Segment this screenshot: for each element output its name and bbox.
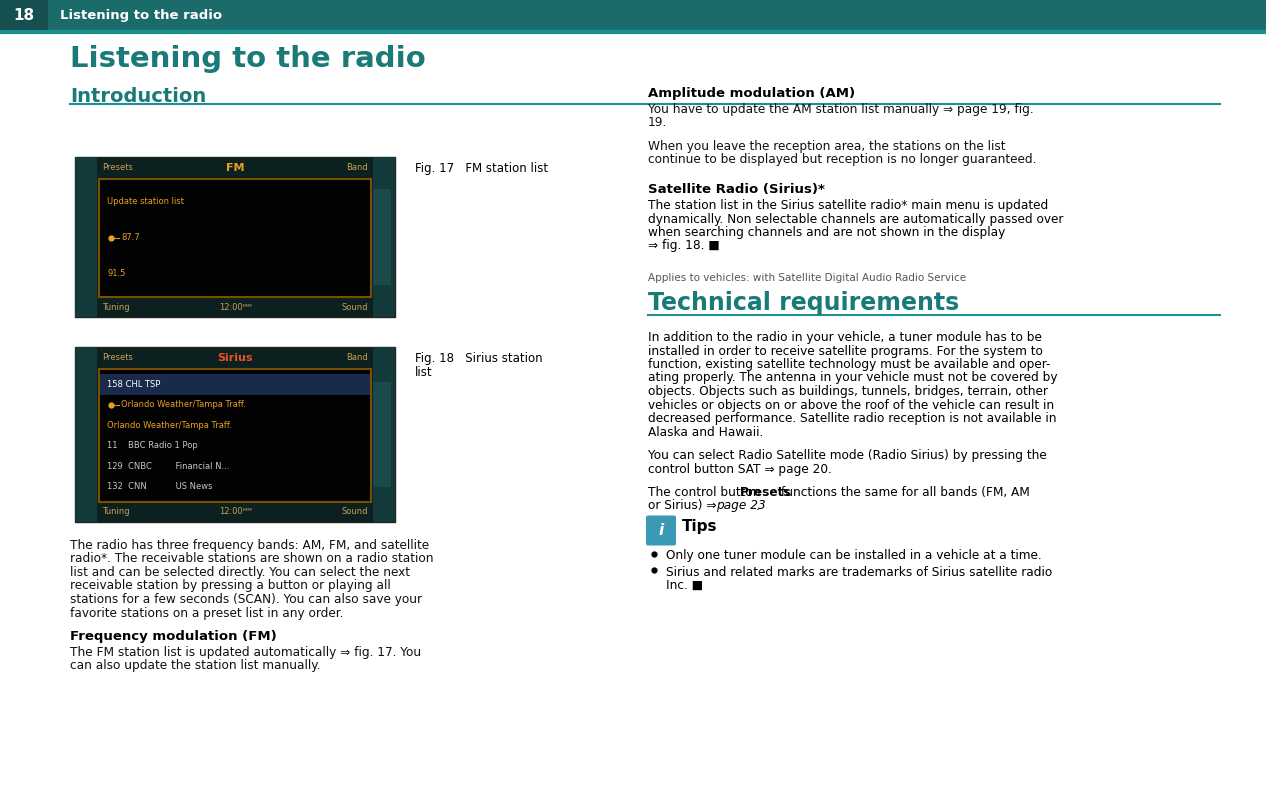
Text: when searching channels and are not shown in the display: when searching channels and are not show… <box>648 226 1005 239</box>
Text: dynamically. Non selectable channels are automatically passed over: dynamically. Non selectable channels are… <box>648 212 1063 225</box>
Text: 18: 18 <box>14 7 34 23</box>
Text: The FM station list is updated automatically ⇒ fig. 17. You: The FM station list is updated automatic… <box>70 646 422 659</box>
Bar <box>75 347 97 522</box>
Text: ⇒ fig. 18. ■: ⇒ fig. 18. ■ <box>648 240 720 253</box>
Text: Introduction: Introduction <box>70 87 206 106</box>
Text: Sirius: Sirius <box>218 353 253 363</box>
Text: Listening to the radio: Listening to the radio <box>70 45 425 73</box>
Text: Alaska and Hawaii.: Alaska and Hawaii. <box>648 425 763 438</box>
Text: The control button: The control button <box>648 486 765 499</box>
Bar <box>75 157 97 317</box>
Text: ating properly. The antenna in your vehicle must not be covered by: ating properly. The antenna in your vehi… <box>648 371 1057 384</box>
Text: Amplitude modulation (AM): Amplitude modulation (AM) <box>648 87 855 100</box>
Text: 91.5: 91.5 <box>108 270 125 278</box>
Text: In addition to the radio in your vehicle, a tuner module has to be: In addition to the radio in your vehicle… <box>648 331 1042 344</box>
Circle shape <box>648 517 674 543</box>
Text: Band: Band <box>346 164 368 173</box>
Text: Sound: Sound <box>342 303 368 312</box>
Text: FM: FM <box>225 163 244 173</box>
Text: i: i <box>658 523 663 538</box>
Text: favorite stations on a preset list in any order.: favorite stations on a preset list in an… <box>70 607 343 620</box>
Text: Band: Band <box>346 353 368 362</box>
Text: can also update the station list manually.: can also update the station list manuall… <box>70 659 320 672</box>
Bar <box>100 374 370 395</box>
Text: Tuning: Tuning <box>103 303 129 312</box>
Text: objects. Objects such as buildings, tunnels, bridges, terrain, other: objects. Objects such as buildings, tunn… <box>648 385 1048 398</box>
Text: You can select Radio Satellite mode (Radio Sirius) by pressing the: You can select Radio Satellite mode (Rad… <box>648 449 1047 462</box>
Text: Fig. 17   FM station list: Fig. 17 FM station list <box>415 162 548 175</box>
Text: or Sirius) ⇒: or Sirius) ⇒ <box>648 500 720 512</box>
FancyBboxPatch shape <box>646 516 676 546</box>
Text: 19.: 19. <box>648 116 667 129</box>
Bar <box>373 347 395 522</box>
Bar <box>373 382 391 487</box>
Text: The radio has three frequency bands: AM, FM, and satellite: The radio has three frequency bands: AM,… <box>70 539 429 552</box>
Bar <box>0 0 1266 30</box>
Text: Tuning: Tuning <box>103 508 129 516</box>
Text: Listening to the radio: Listening to the radio <box>60 9 222 22</box>
Text: Applies to vehicles: with Satellite Digital Audio Radio Service: Applies to vehicles: with Satellite Digi… <box>648 273 966 283</box>
Text: 11    BBC Radio 1 Pop: 11 BBC Radio 1 Pop <box>108 441 197 450</box>
Text: list: list <box>415 366 433 379</box>
Text: .: . <box>756 500 760 512</box>
Text: Orlando Weather/Tampa Traff.: Orlando Weather/Tampa Traff. <box>108 420 232 430</box>
Text: Presets: Presets <box>741 486 791 499</box>
Text: decreased performance. Satellite radio reception is not available in: decreased performance. Satellite radio r… <box>648 412 1057 425</box>
Text: Only one tuner module can be installed in a vehicle at a time.: Only one tuner module can be installed i… <box>666 550 1042 562</box>
Text: Fig. 18   Sirius station: Fig. 18 Sirius station <box>415 352 543 365</box>
Text: Satellite Radio (Sirius)*: Satellite Radio (Sirius)* <box>648 183 825 196</box>
Text: Technical requirements: Technical requirements <box>648 291 960 315</box>
Text: 12:00ᴹᴹ: 12:00ᴹᴹ <box>219 508 252 516</box>
Text: Update station list: Update station list <box>108 198 184 207</box>
Text: control button SAT ⇒ page 20.: control button SAT ⇒ page 20. <box>648 462 832 475</box>
Text: 132  CNN           US News: 132 CNN US News <box>108 483 213 491</box>
Text: Frequency modulation (FM): Frequency modulation (FM) <box>70 630 277 643</box>
Bar <box>0 0 48 30</box>
Text: The station list in the Sirius satellite radio* main menu is updated: The station list in the Sirius satellite… <box>648 199 1048 212</box>
Text: Presets: Presets <box>103 353 133 362</box>
Text: radio*. The receivable stations are shown on a radio station: radio*. The receivable stations are show… <box>70 553 433 566</box>
Text: Sirius and related marks are trademarks of Sirius satellite radio: Sirius and related marks are trademarks … <box>666 566 1052 579</box>
Text: Presets: Presets <box>103 164 133 173</box>
Text: vehicles or objects on or above the roof of the vehicle can result in: vehicles or objects on or above the roof… <box>648 399 1055 412</box>
Bar <box>99 179 371 297</box>
Text: functions the same for all bands (FM, AM: functions the same for all bands (FM, AM <box>776 486 1029 499</box>
Text: 129  CNBC         Financial N...: 129 CNBC Financial N... <box>108 462 229 470</box>
Text: 87.7: 87.7 <box>122 233 139 242</box>
Bar <box>373 157 395 317</box>
Text: page 23: page 23 <box>717 500 766 512</box>
Text: 12:00ᴹᴹ: 12:00ᴹᴹ <box>219 303 252 312</box>
Text: list and can be selected directly. You can select the next: list and can be selected directly. You c… <box>70 566 410 579</box>
Text: Sound: Sound <box>342 508 368 516</box>
Text: function, existing satellite technology must be available and oper-: function, existing satellite technology … <box>648 358 1051 371</box>
Text: You have to update the AM station list manually ⇒ page 19, fig.: You have to update the AM station list m… <box>648 103 1033 116</box>
Text: continue to be displayed but reception is no longer guaranteed.: continue to be displayed but reception i… <box>648 153 1037 166</box>
Bar <box>75 157 395 317</box>
Bar <box>75 347 395 522</box>
Text: installed in order to receive satellite programs. For the system to: installed in order to receive satellite … <box>648 345 1043 358</box>
Text: 158 CHL TSP: 158 CHL TSP <box>108 380 161 389</box>
Text: Inc. ■: Inc. ■ <box>666 579 703 592</box>
Bar <box>373 189 391 285</box>
Text: When you leave the reception area, the stations on the list: When you leave the reception area, the s… <box>648 140 1005 153</box>
Text: Tips: Tips <box>682 520 718 534</box>
Bar <box>99 369 371 502</box>
Text: Orlando Weather/Tampa Traff.: Orlando Weather/Tampa Traff. <box>122 400 246 409</box>
Text: receivable station by pressing a button or playing all: receivable station by pressing a button … <box>70 579 391 592</box>
Text: stations for a few seconds (SCAN). You can also save your: stations for a few seconds (SCAN). You c… <box>70 593 422 606</box>
